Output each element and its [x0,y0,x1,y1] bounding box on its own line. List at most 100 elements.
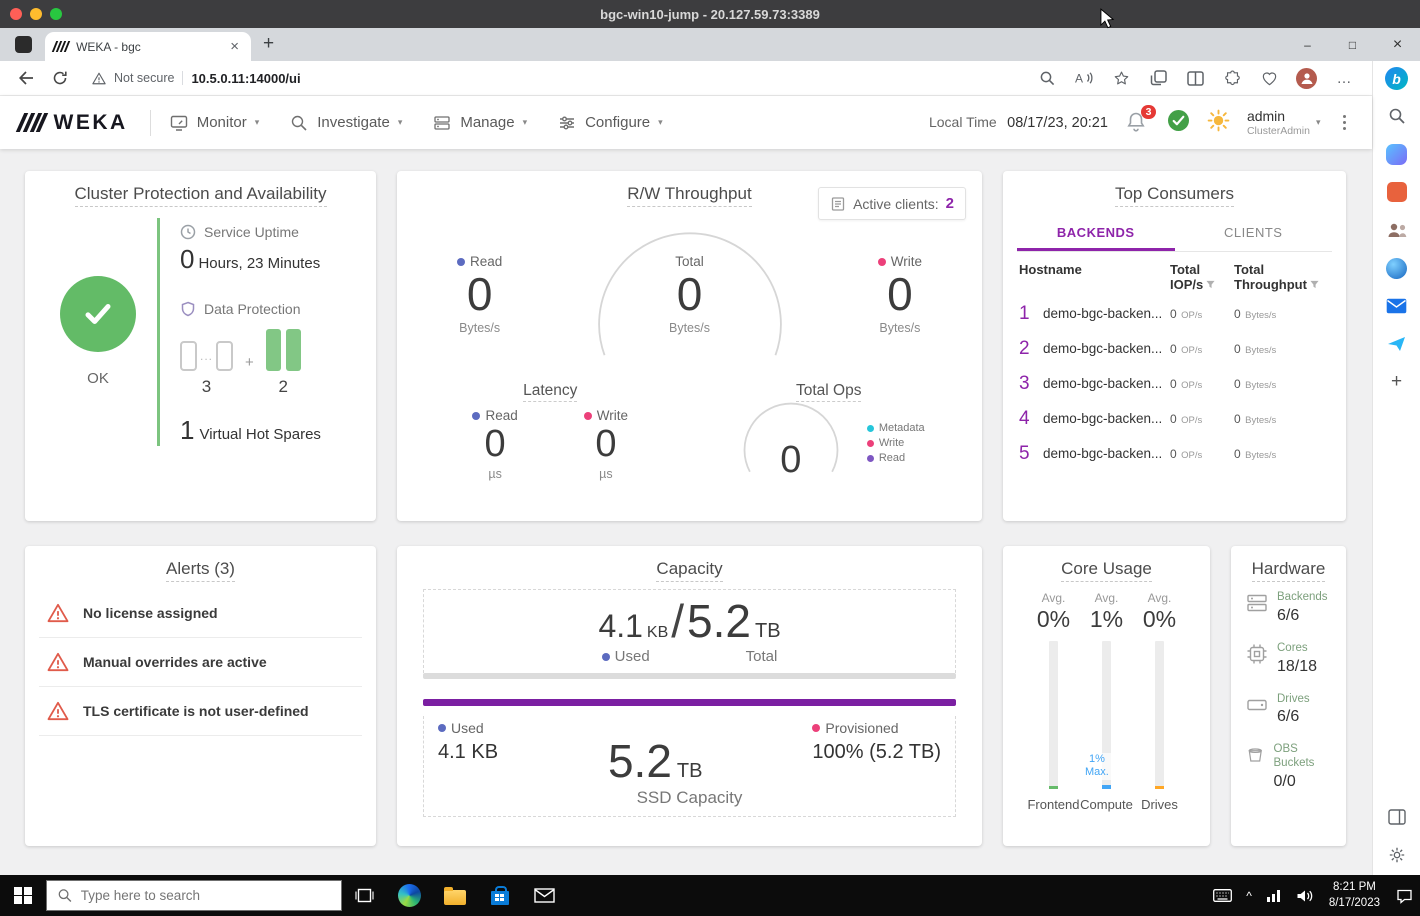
browser-minimize-button[interactable]: – [1304,37,1311,52]
overflow-menu-icon[interactable] [1337,111,1353,135]
extensions-icon[interactable] [1222,68,1242,88]
hardware-backends[interactable]: Backends 6/6 [1245,591,1332,625]
favorites-star-icon[interactable] [1111,68,1131,88]
split-screen-icon[interactable] [1185,68,1205,88]
browser-maximize-button[interactable]: □ [1348,37,1357,52]
refresh-icon[interactable] [48,66,72,90]
hardware-drives[interactable]: Drives 6/6 [1245,693,1332,727]
weka-favicon-icon [51,41,71,52]
mail-icon[interactable] [522,875,567,916]
not-secure-warning-icon [92,72,106,84]
cluster-status-ok-icon[interactable] [1167,109,1190,137]
panel-hardware: Hardware Backends 6/6 [1231,546,1346,846]
security-status[interactable]: Not secure [114,71,175,85]
consumer-row[interactable]: 1 demo-bgc-backen... 0 OP/s 0 Bytes/s [1019,302,1277,324]
browser-essentials-icon[interactable] [1259,68,1279,88]
column-total-throughput[interactable]: Total Throughput [1234,262,1330,292]
user-menu[interactable]: admin ClusterAdmin ▾ [1247,108,1321,136]
menu-investigate[interactable]: Investigate ▾ [289,113,402,133]
zoom-window-button[interactable] [50,8,62,20]
taskbar-clock[interactable]: 8:21 PM 8/17/2023 [1320,880,1389,911]
alert-row[interactable]: Manual overrides are active [39,638,362,687]
windows-taskbar: ^ 8:21 PM 8/17/2023 [0,875,1420,916]
tab-actions-icon[interactable] [15,36,32,53]
store-icon[interactable] [477,875,522,916]
taskbar-search-input[interactable] [80,888,330,903]
back-icon[interactable] [14,66,38,90]
panel-title: Top Consumers [1017,184,1332,207]
column-hostname[interactable]: Hostname [1019,262,1082,277]
sphere-app-icon[interactable] [1386,257,1407,279]
data-protection-diagram: ... 3 + [180,329,362,397]
share-arrow-icon[interactable] [1385,332,1409,356]
consumers-tabs: BACKENDS CLIENTS [1017,216,1332,252]
alert-row[interactable]: TLS certificate is not user-defined [39,687,362,736]
taskbar-search[interactable] [46,880,342,911]
speaker-icon[interactable] [1289,875,1320,916]
local-time: Local Time 08/17/23, 20:21 [929,114,1108,132]
browser-tab[interactable]: WEKA - bgc × [45,32,251,61]
browser-menu-icon[interactable]: … [1336,69,1352,87]
tab-clients[interactable]: CLIENTS [1224,225,1283,240]
panel-title: R/W Throughput [411,184,968,207]
consumer-row[interactable]: 2 demo-bgc-backen... 0 OP/s 0 Bytes/s [1019,337,1277,359]
menu-monitor[interactable]: Monitor ▾ [169,113,259,133]
local-time-label: Local Time [928,113,997,130]
used-dot-icon [601,652,610,661]
tab-close-icon[interactable]: × [230,38,239,55]
cluster-sun-icon[interactable] [1206,108,1231,138]
file-explorer-icon[interactable] [432,875,477,916]
weka-logo[interactable]: WEKA [15,111,128,135]
edge-taskbar-icon[interactable] [387,875,432,916]
column-total-iops[interactable]: Total IOP/s [1170,262,1234,292]
new-tab-button[interactable]: + [263,33,275,54]
menu-manage[interactable]: Manage ▾ [432,113,527,133]
copilot-icon[interactable] [1386,143,1407,165]
consumer-row[interactable]: 4 demo-bgc-backen... 0 OP/s 0 Bytes/s [1019,407,1277,429]
active-clients-value: 2 [945,195,954,212]
sidebar-settings-gear-icon[interactable] [1385,843,1409,867]
start-button[interactable] [0,875,46,916]
alert-text: No license assigned [83,605,218,621]
consumer-row[interactable]: 5 demo-bgc-backen... 0 OP/s 0 Bytes/s [1019,442,1277,464]
touch-keyboard-icon[interactable] [1206,875,1239,916]
sidebar-add-icon[interactable]: + [1390,371,1403,392]
url-field[interactable]: Not secure 10.5.0.11:14000/ui [82,71,1027,86]
browser-close-button[interactable]: × [1392,35,1403,53]
tab-backends[interactable]: BACKENDS [1017,216,1175,251]
consumer-row[interactable]: 3 demo-bgc-backen... 0 OP/s 0 Bytes/s [1019,372,1277,394]
people-icon[interactable] [1385,218,1409,242]
alert-row[interactable]: No license assigned [39,589,362,638]
menu-configure[interactable]: Configure ▾ [557,113,663,133]
ssd-used: Used 4.1 KB [438,720,499,763]
hostname: demo-bgc-backen... [1043,411,1163,426]
profile-avatar[interactable] [1296,67,1317,89]
sidebar-search-icon[interactable] [1385,104,1409,128]
sidebar-panel-icon[interactable] [1385,805,1409,829]
read-aloud-icon[interactable]: A [1074,68,1094,88]
network-icon[interactable] [1259,875,1289,916]
page-tools-icon[interactable] [1037,68,1057,88]
shopping-icon[interactable] [1386,182,1407,202]
address-bar: Not secure 10.5.0.11:14000/ui A [0,61,1372,95]
total-ops-value: 0 [780,439,802,481]
hardware-obs-buckets[interactable]: OBS Buckets 0/0 [1245,743,1332,791]
compute-max-note: 1% Max. [1083,752,1111,780]
action-center-icon[interactable] [1389,875,1420,916]
tray-expand-icon[interactable]: ^ [1246,888,1252,903]
bing-icon[interactable]: b [1385,67,1408,90]
outlook-icon[interactable] [1385,294,1409,318]
hardware-cores[interactable]: Cores 18/18 [1245,642,1332,676]
provisioned-dot-icon [812,724,821,732]
collections-icon[interactable] [1148,68,1168,88]
task-view-icon[interactable] [342,875,387,916]
notifications-button[interactable]: 3 [1124,104,1156,136]
nav-divider [149,109,151,136]
ssd-provisioned: Provisioned 100% (5.2 TB) [812,720,941,763]
panel-capacity: Capacity 4.1 KB / 5.2 TB Used [397,546,982,846]
minimize-window-button[interactable] [30,8,42,20]
plus-sign: + [245,354,254,371]
active-clients-button[interactable]: Active clients: 2 [818,187,966,220]
close-window-button[interactable] [10,8,22,20]
